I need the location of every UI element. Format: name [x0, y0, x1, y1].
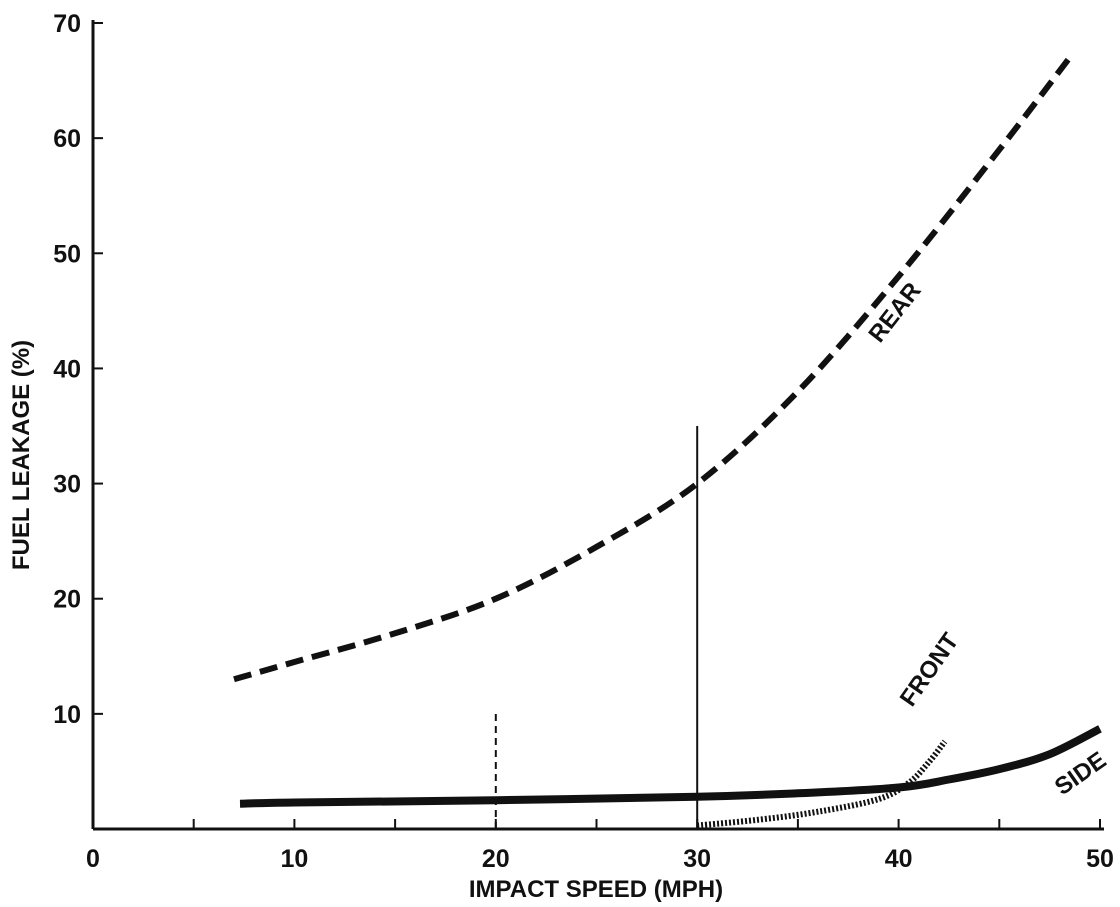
axes [91, 20, 1104, 831]
series-label-side: SIDE [1050, 747, 1111, 801]
ticks: 0 10 20 30 40 50 10 20 30 40 50 60 70 [53, 10, 1114, 873]
reference-lines [494, 426, 699, 829]
x-tick-label: 20 [482, 845, 510, 873]
y-tick-label: 60 [53, 125, 81, 153]
y-axis-title: FUEL LEAKAGE (%) [8, 340, 35, 570]
y-tick-label: 40 [53, 355, 81, 383]
y-tick-label: 10 [53, 701, 81, 729]
y-tick-label: 20 [53, 586, 81, 614]
x-tick-label: 30 [683, 845, 711, 873]
y-tick-label: 70 [53, 10, 81, 38]
series-label-front: FRONT [895, 628, 965, 711]
x-tick-label: 0 [86, 845, 100, 873]
y-tick-label: 50 [53, 240, 81, 268]
series-line-front [696, 739, 948, 829]
series-line-rear [233, 55, 1073, 683]
x-tick-label: 50 [1086, 845, 1114, 873]
x-axis-title: IMPACT SPEED (MPH) [469, 876, 723, 903]
series-labels: REAR FRONT SIDE [863, 277, 1111, 800]
y-tick-label: 30 [53, 471, 81, 499]
series-line-side [239, 725, 1102, 808]
x-tick-label: 40 [885, 845, 913, 873]
series-label-rear: REAR [863, 277, 926, 347]
x-tick-label: 10 [280, 845, 308, 873]
series-layer [233, 55, 1102, 829]
